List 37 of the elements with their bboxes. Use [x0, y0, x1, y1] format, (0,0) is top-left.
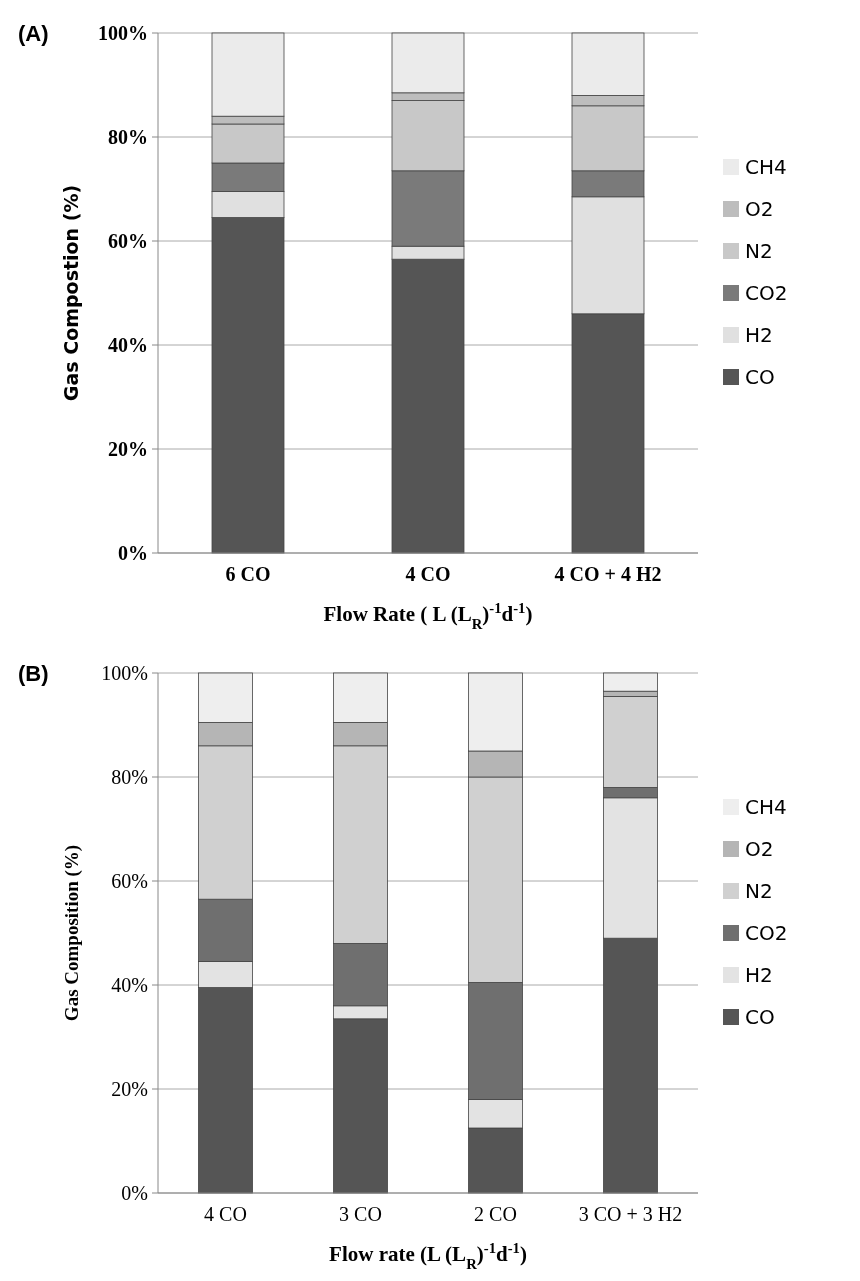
legend-label: H2 — [745, 323, 773, 347]
x-axis-title: Flow Rate ( L (L$_{R}$)$^{-1}$d$^{-1}$) — [323, 600, 533, 632]
y-axis-title: Gas Composition (%) — [61, 844, 83, 1022]
y-tick-label: 40% — [111, 974, 148, 996]
legend-label: O2 — [745, 197, 774, 221]
legend-label: O2 — [745, 837, 774, 861]
x-tick-label: 3 CO + 3 H2 — [578, 1203, 683, 1225]
legend-label: N2 — [745, 879, 773, 903]
legend-label: CO — [745, 365, 775, 389]
x-axis-title: Flow rate (L (L$_{R}$)$^{-1}$d$^{-1}$) — [329, 1240, 527, 1272]
y-tick-label: 20% — [111, 1078, 148, 1100]
legend-label: CO2 — [745, 281, 788, 305]
y-tick-label: 0% — [121, 1182, 148, 1204]
x-tick-label: 4 CO — [204, 1203, 247, 1225]
y-tick-label: 60% — [111, 870, 148, 892]
y-tick-label: 20% — [108, 438, 148, 460]
y-tick-label: 40% — [108, 334, 148, 356]
legend-label: N2 — [745, 239, 773, 263]
legend-label: H2 — [745, 963, 773, 987]
y-tick-label: 60% — [108, 230, 148, 252]
legend-label: CH4 — [745, 155, 787, 179]
x-tick-label: 6 CO — [225, 563, 271, 585]
legend-label: CH4 — [745, 795, 787, 819]
y-axis-title: Gas Compostion (%) — [60, 184, 82, 402]
x-tick-label: 3 CO — [339, 1203, 382, 1225]
chart-title: (A) — [18, 21, 49, 46]
x-tick-label: 2 CO — [474, 1203, 517, 1225]
y-tick-label: 80% — [111, 766, 148, 788]
legend-label: CO — [745, 1005, 775, 1029]
x-tick-label: 4 CO + 4 H2 — [554, 563, 662, 585]
legend-label: CO2 — [745, 921, 788, 945]
x-tick-label: 4 CO — [405, 563, 451, 585]
y-tick-label: 100% — [101, 662, 148, 684]
y-tick-label: 80% — [108, 126, 148, 148]
y-tick-label: 100% — [98, 22, 148, 44]
chart-title: (B) — [18, 661, 49, 686]
y-tick-label: 0% — [118, 542, 148, 564]
